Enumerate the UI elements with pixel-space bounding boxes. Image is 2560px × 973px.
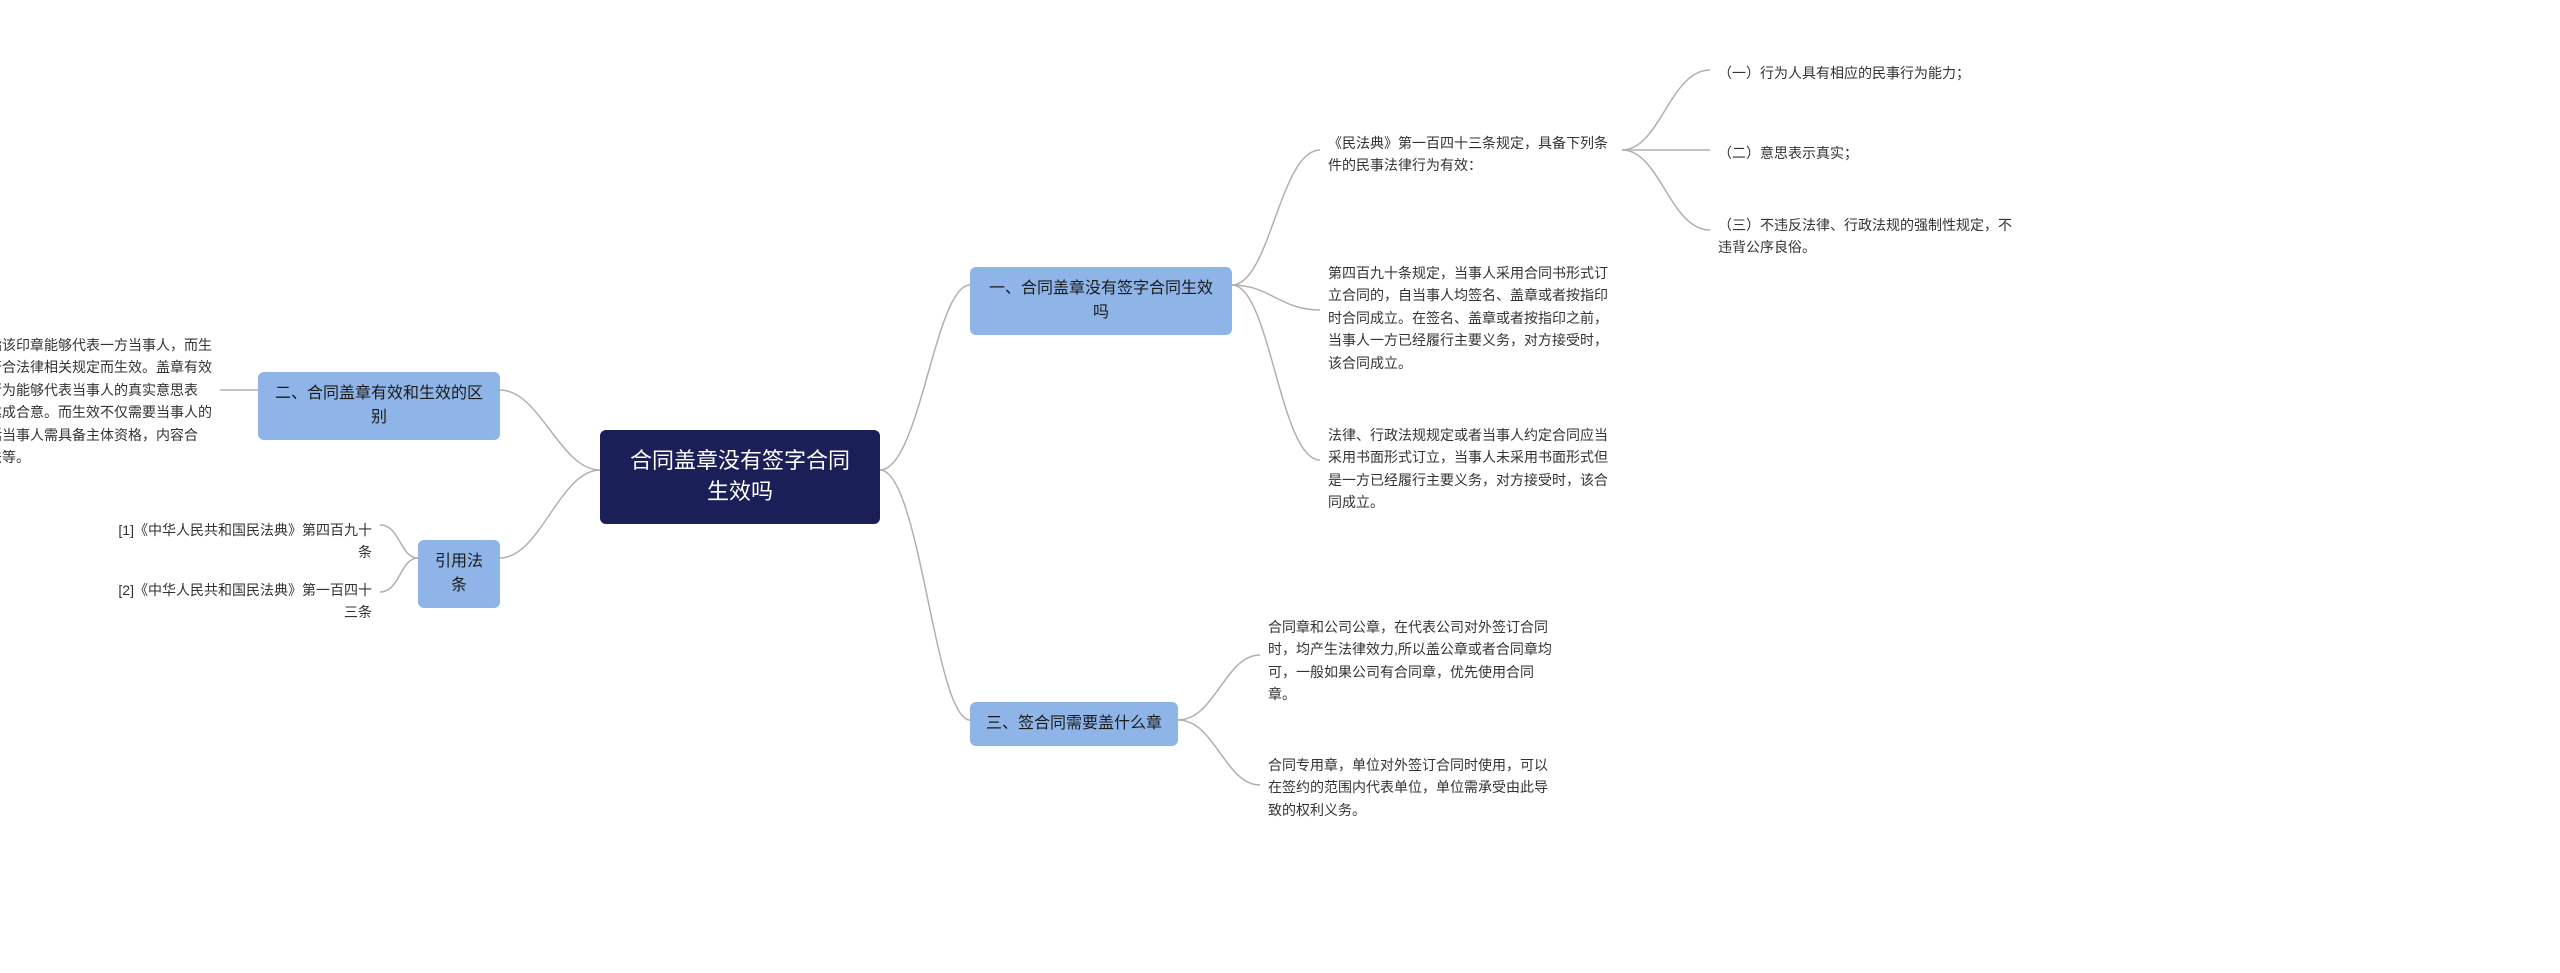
leaf-condition-2: （二）意思表示真实；: [1710, 138, 2010, 168]
leaf-article-143: 《民法典》第一百四十三条规定，具备下列条件的民事法律行为有效：: [1320, 128, 1622, 181]
branch-section-1[interactable]: 一、合同盖章没有签字合同生效吗: [970, 267, 1232, 335]
branch-label: 引用法条: [435, 553, 483, 594]
mindmap-root[interactable]: 合同盖章没有签字合同生效吗: [600, 430, 880, 524]
leaf-article-490: 第四百九十条规定，当事人采用合同书形式订立合同的，自当事人均签名、盖章或者按指印…: [1320, 258, 1622, 378]
branch-section-3[interactable]: 三、签合同需要盖什么章: [970, 702, 1178, 746]
leaf-cite-2: [2]《中华人民共和国民法典》第一百四十三条: [100, 575, 380, 628]
leaf-seal-1: 合同章和公司公章，在代表公司对外签订合同时，均产生法律效力,所以盖公章或者合同章…: [1260, 612, 1562, 710]
leaf-seal-2: 合同专用章，单位对外签订合同时使用，可以在签约的范围内代表单位，单位需承受由此导…: [1260, 750, 1562, 825]
leaf-cite-1: [1]《中华人民共和国民法典》第四百九十条: [100, 515, 380, 568]
leaf-written-form: 法律、行政法规规定或者当事人约定合同应当采用书面形式订立，当事人未采用书面形式但…: [1320, 420, 1622, 518]
mindmap-connectors: [0, 0, 2560, 973]
branch-label: 三、签合同需要盖什么章: [986, 715, 1162, 732]
leaf-condition-1: （一）行为人具有相应的民事行为能力；: [1710, 58, 2010, 88]
root-label: 合同盖章没有签字合同生效吗: [630, 448, 850, 504]
branch-label: 一、合同盖章没有签字合同生效吗: [989, 280, 1213, 321]
branch-difference[interactable]: 二、合同盖章有效和生效的区别: [258, 372, 500, 440]
branch-citations[interactable]: 引用法条: [418, 540, 500, 608]
leaf-condition-3: （三）不违反法律、行政法规的强制性规定，不违背公序良俗。: [1710, 210, 2020, 263]
branch-label: 二、合同盖章有效和生效的区别: [275, 385, 483, 426]
leaf-difference-text: 盖章有效是指该印章能够代表一方当事人，而生效是指合同符合法律相关规定而生效。盖章…: [0, 330, 220, 472]
